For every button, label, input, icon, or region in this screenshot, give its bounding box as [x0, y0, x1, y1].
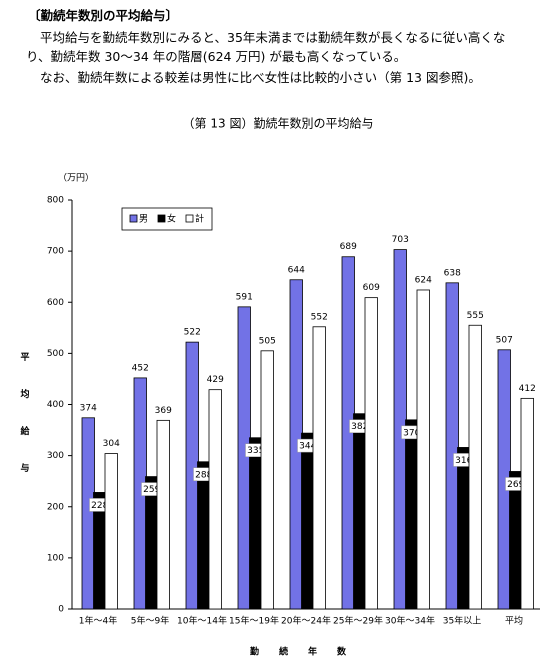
- y-tick-label: 200: [47, 502, 64, 512]
- bar: [260, 350, 274, 610]
- value-label: 624: [415, 275, 432, 285]
- x-tick-label: 25年～29年: [333, 615, 383, 627]
- legend-swatch: [129, 214, 138, 223]
- bar: [445, 282, 459, 610]
- chart-title: （第 13 図）勤続年数別の平均給与: [183, 116, 374, 131]
- x-tick-label: 平均: [505, 615, 523, 627]
- bar: [301, 432, 315, 610]
- y-axis-label: 平均給与: [19, 352, 30, 500]
- x-tick-label: 35年以上: [443, 615, 481, 627]
- y-tick-label: 100: [47, 553, 64, 563]
- bar: [237, 306, 251, 610]
- value-label: 374: [80, 403, 97, 413]
- value-label: 609: [363, 283, 380, 293]
- value-label: 370: [403, 428, 420, 438]
- value-label: 382: [351, 422, 368, 432]
- paragraph: なお、勤続年数による較差は男性に比べ女性は比較的小さい（第 13 図参照)。: [40, 70, 481, 85]
- value-label: 555: [467, 311, 484, 321]
- value-label: 703: [392, 235, 409, 245]
- legend-box: [121, 207, 213, 231]
- value-label: 259: [143, 485, 160, 495]
- value-label: 288: [195, 470, 212, 480]
- paragraph: 平均給与を勤続年数別にみると、35年未満までは勤続年数が長くなるに従い高くなり、…: [26, 30, 506, 64]
- bar: [249, 437, 263, 610]
- bar: [81, 417, 95, 610]
- value-label: 644: [288, 265, 305, 275]
- heading: 〔勤続年数別の平均給与〕: [28, 8, 179, 23]
- bar: [156, 419, 170, 610]
- x-tick-label: 1年～4年: [79, 615, 117, 627]
- bar: [509, 471, 523, 610]
- y-tick-label: 400: [47, 400, 64, 410]
- bar: [457, 447, 471, 610]
- value-label: 369: [155, 406, 172, 416]
- value-label: 452: [132, 363, 149, 373]
- value-label: 429: [207, 375, 224, 385]
- y-tick-label: 700: [47, 247, 64, 257]
- x-tick-label: 20年～24年: [281, 615, 331, 627]
- value-label: 638: [444, 268, 461, 278]
- y-tick-label: 0: [58, 605, 64, 615]
- bar: [520, 397, 534, 610]
- y-tick-label: 500: [47, 349, 64, 359]
- x-axis-label: 勤続年数: [250, 646, 366, 658]
- bar: [416, 289, 430, 610]
- value-label: 689: [340, 242, 357, 252]
- y-tick-label: 600: [47, 298, 64, 308]
- bar: [197, 461, 211, 610]
- y-tick-label: 300: [47, 451, 64, 461]
- value-label: 522: [184, 328, 201, 338]
- bar: [353, 413, 367, 610]
- legend-label: 計: [195, 213, 204, 225]
- value-label: 316: [455, 456, 472, 466]
- bar: [364, 297, 378, 610]
- x-tick-label: 10年～14年: [177, 615, 227, 627]
- value-label: 591: [236, 292, 253, 302]
- unit-label: （万円）: [58, 173, 94, 184]
- legend-swatch: [157, 214, 166, 223]
- value-label: 552: [311, 312, 328, 322]
- value-label: 507: [496, 335, 513, 345]
- bar: [468, 324, 482, 610]
- value-label: 505: [259, 336, 276, 346]
- bar: [208, 389, 222, 610]
- x-tick-label: 15年～19年: [229, 615, 279, 627]
- value-label: 228: [91, 501, 108, 511]
- x-tick-label: 30年～34年: [385, 615, 435, 627]
- value-label: 269: [507, 480, 524, 490]
- x-tick-label: 5年～9年: [131, 615, 169, 627]
- value-label: 412: [519, 384, 536, 394]
- value-label: 335: [247, 446, 264, 456]
- bar: [104, 453, 118, 610]
- bar: [312, 326, 326, 610]
- legend-swatch: [185, 214, 194, 223]
- value-label: 304: [103, 439, 120, 449]
- y-tick-label: 800: [47, 196, 64, 206]
- bar: [145, 476, 159, 610]
- legend-label: 男: [139, 214, 148, 225]
- legend-label: 女: [167, 213, 176, 225]
- bar: [405, 419, 419, 610]
- value-label: 344: [299, 442, 316, 452]
